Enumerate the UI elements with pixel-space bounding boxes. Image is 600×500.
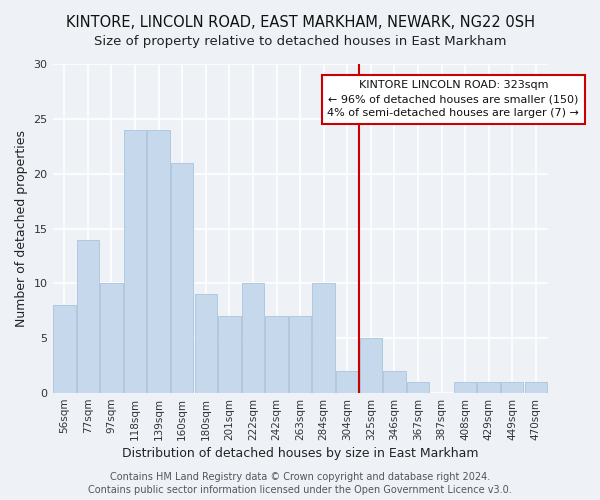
Bar: [194, 294, 217, 393]
Bar: [289, 316, 311, 393]
Bar: [148, 130, 170, 393]
Bar: [77, 240, 99, 393]
Bar: [265, 316, 288, 393]
Bar: [53, 306, 76, 393]
Bar: [407, 382, 429, 393]
Bar: [524, 382, 547, 393]
Text: Size of property relative to detached houses in East Markham: Size of property relative to detached ho…: [94, 35, 506, 48]
Bar: [336, 371, 358, 393]
Bar: [313, 284, 335, 393]
Bar: [171, 162, 193, 393]
Text: KINTORE, LINCOLN ROAD, EAST MARKHAM, NEWARK, NG22 0SH: KINTORE, LINCOLN ROAD, EAST MARKHAM, NEW…: [65, 15, 535, 30]
Bar: [100, 284, 122, 393]
Text: KINTORE LINCOLN ROAD: 323sqm
← 96% of detached houses are smaller (150)
4% of se: KINTORE LINCOLN ROAD: 323sqm ← 96% of de…: [328, 80, 579, 118]
Bar: [478, 382, 500, 393]
Bar: [218, 316, 241, 393]
Text: Contains HM Land Registry data © Crown copyright and database right 2024.
Contai: Contains HM Land Registry data © Crown c…: [88, 472, 512, 495]
Bar: [383, 371, 406, 393]
Y-axis label: Number of detached properties: Number of detached properties: [15, 130, 28, 327]
Bar: [124, 130, 146, 393]
Bar: [454, 382, 476, 393]
X-axis label: Distribution of detached houses by size in East Markham: Distribution of detached houses by size …: [122, 447, 478, 460]
Bar: [359, 338, 382, 393]
Bar: [242, 284, 264, 393]
Bar: [501, 382, 523, 393]
